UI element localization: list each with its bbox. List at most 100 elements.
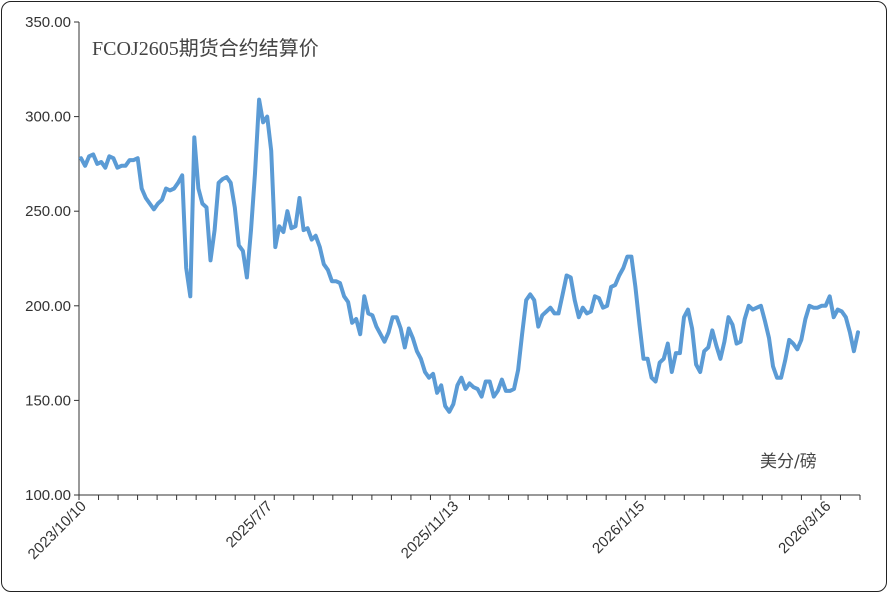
data-point bbox=[128, 159, 131, 161]
x-tick-label: 2023/10/10 bbox=[25, 498, 90, 563]
data-point bbox=[383, 340, 386, 343]
data-point bbox=[760, 305, 762, 307]
data-point bbox=[420, 358, 422, 360]
data-point bbox=[476, 388, 479, 390]
data-point bbox=[116, 166, 119, 169]
data-point bbox=[756, 306, 758, 309]
data-point bbox=[788, 339, 790, 341]
data-point bbox=[521, 333, 523, 336]
data-point bbox=[286, 210, 289, 212]
data-point bbox=[323, 263, 325, 266]
data-point bbox=[343, 295, 345, 298]
data-point bbox=[691, 327, 693, 330]
data-point bbox=[484, 380, 487, 383]
data-point bbox=[642, 358, 645, 360]
data-point bbox=[225, 176, 228, 178]
data-point bbox=[509, 390, 511, 392]
data-point bbox=[104, 166, 107, 169]
data-point bbox=[165, 187, 167, 190]
data-point bbox=[646, 358, 649, 360]
data-point bbox=[254, 172, 256, 175]
data-point bbox=[602, 306, 604, 309]
data-point bbox=[529, 293, 531, 296]
data-point bbox=[440, 384, 443, 387]
data-point bbox=[578, 316, 580, 319]
data-point bbox=[549, 306, 552, 309]
data-point bbox=[100, 161, 103, 163]
y-tick-label: 150.00 bbox=[25, 392, 71, 409]
data-point bbox=[412, 337, 414, 339]
data-point bbox=[772, 365, 774, 368]
data-point bbox=[448, 411, 451, 413]
data-point bbox=[294, 225, 297, 228]
data-point bbox=[804, 318, 807, 320]
y-tick-label: 100.00 bbox=[25, 487, 71, 504]
data-point bbox=[246, 276, 248, 279]
data-point bbox=[687, 308, 689, 311]
data-point bbox=[367, 312, 370, 315]
data-point bbox=[351, 322, 353, 324]
data-point bbox=[408, 327, 410, 330]
data-point bbox=[258, 98, 260, 101]
x-tick-label: 2025/11/13 bbox=[398, 498, 462, 562]
data-point bbox=[752, 308, 754, 311]
data-point bbox=[675, 352, 677, 354]
data-point bbox=[242, 250, 244, 252]
data-point bbox=[262, 121, 264, 124]
y-tick-label: 250.00 bbox=[25, 203, 71, 220]
data-point bbox=[650, 376, 653, 379]
chart-title: FCOJ2605期货合约结算价 bbox=[92, 37, 319, 60]
data-point bbox=[136, 157, 139, 159]
price-series-line bbox=[79, 97, 860, 414]
data-point bbox=[683, 316, 685, 319]
data-point bbox=[460, 376, 463, 379]
y-tick-label: 200.00 bbox=[25, 298, 71, 315]
data-point bbox=[764, 320, 766, 322]
data-point bbox=[132, 159, 135, 161]
data-point bbox=[157, 202, 159, 205]
data-point bbox=[319, 246, 321, 248]
data-point bbox=[347, 301, 349, 303]
data-point bbox=[768, 337, 770, 339]
data-point bbox=[541, 314, 544, 317]
data-point bbox=[743, 318, 746, 320]
data-point bbox=[776, 376, 778, 379]
data-point bbox=[667, 342, 669, 345]
data-point bbox=[828, 295, 831, 298]
data-point bbox=[727, 316, 730, 319]
data-point bbox=[306, 227, 309, 229]
data-point bbox=[339, 282, 341, 284]
data-point bbox=[432, 373, 434, 375]
data-point bbox=[355, 318, 358, 320]
data-point bbox=[161, 199, 163, 201]
data-point bbox=[598, 297, 600, 300]
data-point bbox=[189, 295, 192, 298]
data-point bbox=[92, 153, 94, 156]
data-point bbox=[234, 206, 236, 209]
data-point bbox=[715, 344, 718, 347]
data-point bbox=[816, 306, 819, 309]
data-point bbox=[278, 225, 281, 228]
x-tick-label: 2025/7/7 bbox=[223, 498, 276, 551]
data-point bbox=[468, 382, 471, 385]
data-point bbox=[493, 395, 495, 398]
data-point bbox=[699, 371, 701, 373]
data-point bbox=[537, 325, 540, 328]
data-point bbox=[845, 316, 847, 319]
data-point bbox=[185, 267, 187, 269]
y-tick-label: 300.00 bbox=[25, 109, 71, 126]
data-point bbox=[525, 299, 527, 301]
data-point bbox=[735, 342, 738, 345]
data-point bbox=[553, 312, 556, 315]
data-point bbox=[836, 308, 839, 311]
data-point bbox=[557, 312, 560, 315]
data-point bbox=[707, 346, 710, 349]
data-point bbox=[739, 340, 742, 343]
data-point bbox=[140, 187, 143, 190]
data-point bbox=[723, 340, 726, 343]
data-point bbox=[193, 136, 196, 139]
data-point bbox=[573, 299, 576, 301]
data-point bbox=[824, 305, 827, 307]
